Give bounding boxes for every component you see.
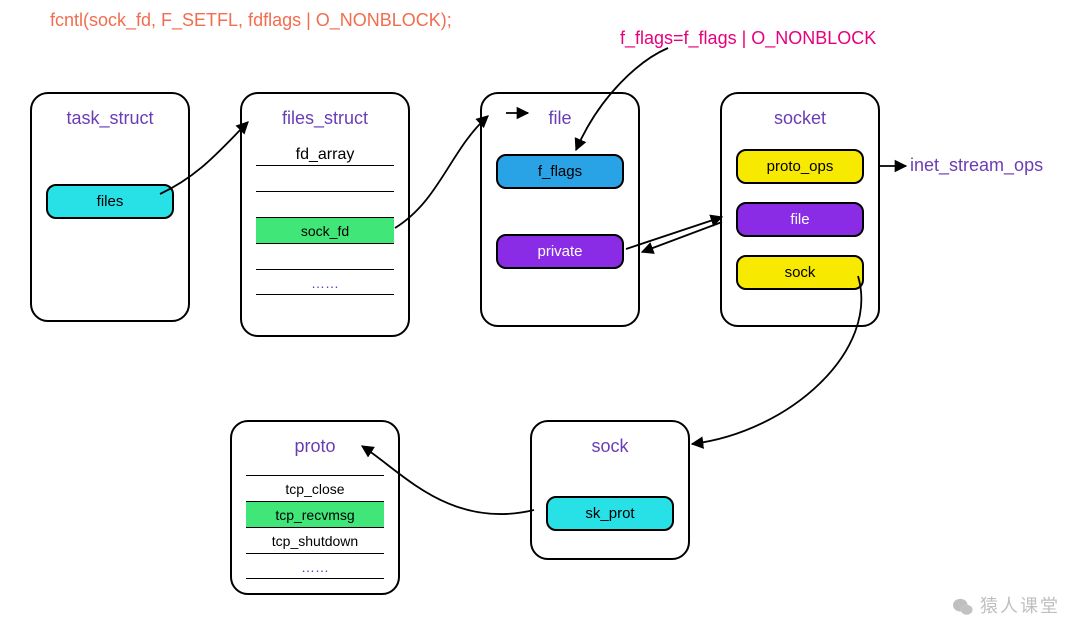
struct-socket: socket proto_ops file sock: [720, 92, 880, 327]
struct-title: socket: [722, 108, 878, 129]
proto-row: tcp_shutdown: [246, 527, 384, 553]
field-f-flags: f_flags: [496, 154, 624, 189]
struct-file: file f_flags private: [480, 92, 640, 327]
struct-title: file: [482, 108, 638, 129]
fd-row: [256, 243, 394, 269]
code-annotation-fcntl: fcntl(sock_fd, F_SETFL, fdflags | O_NONB…: [50, 10, 452, 31]
field-private: private: [496, 234, 624, 269]
field-proto-ops: proto_ops: [736, 149, 864, 184]
struct-title: proto: [232, 436, 398, 457]
watermark-text: 猿人课堂: [980, 596, 1060, 616]
fd-row: [256, 165, 394, 191]
wechat-icon: [952, 597, 974, 617]
watermark: 猿人课堂: [952, 592, 1060, 618]
fd-row-sockfd: sock_fd: [256, 217, 394, 243]
code-annotation-fflags: f_flags=f_flags | O_NONBLOCK: [620, 28, 876, 49]
fd-row: [256, 191, 394, 217]
field-sock: sock: [736, 255, 864, 290]
field-file: file: [736, 202, 864, 237]
struct-title: task_struct: [32, 108, 188, 129]
struct-title: files_struct: [242, 108, 408, 129]
label-inet-stream-ops: inet_stream_ops: [910, 155, 1043, 176]
field-sk-prot: sk_prot: [546, 496, 674, 531]
struct-sock: sock sk_prot: [530, 420, 690, 560]
proto-row: tcp_close: [246, 475, 384, 501]
fd-array-label: fd_array: [242, 146, 408, 164]
proto-row-more: ……: [246, 553, 384, 579]
struct-task-struct: task_struct files: [30, 92, 190, 322]
field-files: files: [46, 184, 174, 219]
struct-title: sock: [532, 436, 688, 457]
fd-row-more: ……: [256, 269, 394, 295]
proto-row-recvmsg: tcp_recvmsg: [246, 501, 384, 527]
